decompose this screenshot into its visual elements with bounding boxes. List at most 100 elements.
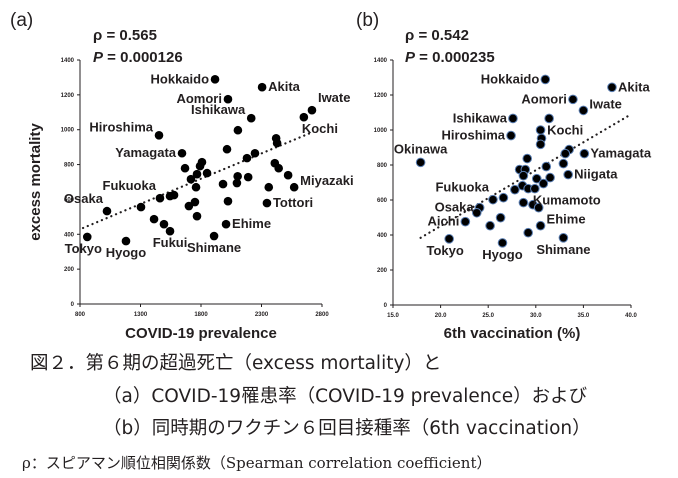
x-tick-label: 35.0 xyxy=(578,313,590,319)
data-point xyxy=(221,219,231,229)
data-point xyxy=(274,163,283,173)
data-label: Yamagata xyxy=(590,146,651,161)
panel-a-scatter: (a) ρ = 0.565 P = 0.000126 800 1300 1800 23… xyxy=(10,10,354,342)
data-point xyxy=(415,157,426,168)
panel-a-p-number: = 0.000126 xyxy=(103,49,183,66)
data-point xyxy=(568,94,578,105)
data-label: Ehime xyxy=(232,216,271,231)
y-tick-label: 1000 xyxy=(61,128,75,134)
y-tick-label: 1200 xyxy=(374,93,388,99)
data-point xyxy=(522,153,533,164)
data-point xyxy=(283,170,293,180)
y-tick-label: 1400 xyxy=(61,58,75,64)
data-point xyxy=(257,82,267,92)
data-point xyxy=(485,220,495,231)
x-tick-label: 15.0 xyxy=(387,313,399,319)
data-point xyxy=(250,148,260,158)
data-point xyxy=(578,105,589,116)
data-point xyxy=(159,219,169,229)
data-label: Fukuoka xyxy=(103,178,157,193)
data-label: Niigata xyxy=(574,167,618,182)
y-tick-label: 1400 xyxy=(374,58,388,64)
data-label: Miyazaki xyxy=(300,173,353,188)
figure-caption-title: 図２．第６期の超過死亡（excess mortality）と xyxy=(30,353,442,374)
data-point xyxy=(242,153,252,163)
data-label: Hiroshima xyxy=(89,119,153,134)
data-point xyxy=(82,232,92,242)
panel-b-scatter: (b) ρ = 0.542 P = 0.000235 15.0 20.0 25.0 3… xyxy=(356,10,652,342)
data-point xyxy=(233,171,242,181)
data-label: Tokyo xyxy=(427,243,464,258)
data-point xyxy=(223,196,233,206)
data-label: Yamagata xyxy=(115,145,176,160)
x-tick-label: 30.0 xyxy=(530,313,542,319)
data-label: Hyogo xyxy=(482,247,523,262)
data-label: Ehime xyxy=(547,212,586,227)
data-point xyxy=(558,158,569,169)
data-label: Iwate xyxy=(318,90,351,105)
panel-b-trendline xyxy=(419,114,631,239)
panel-a-point-labels: Tokyo Osaka Hyogo Fukuoka Fukui Shimane EhimeT… xyxy=(64,71,354,260)
data-label: Hiroshima xyxy=(441,128,505,143)
data-point xyxy=(223,94,233,104)
data-point xyxy=(544,113,554,124)
data-point xyxy=(545,172,555,183)
data-point xyxy=(192,211,202,221)
data-point xyxy=(558,233,569,243)
data-point xyxy=(218,179,228,189)
data-point xyxy=(530,183,540,194)
data-label: Hyogo xyxy=(106,245,147,260)
data-point xyxy=(184,201,194,211)
data-point xyxy=(209,231,219,241)
data-label: Shimane xyxy=(187,240,241,255)
x-tick-label: 1800 xyxy=(194,312,208,318)
panel-b-axes: 15.0 20.0 25.0 30.0 35.0 40.0 0 200 400 600 800 100… xyxy=(374,58,638,319)
data-point xyxy=(495,212,506,223)
y-tick-label: 600 xyxy=(64,197,75,203)
data-point xyxy=(154,130,164,140)
y-tick-label: 800 xyxy=(64,163,75,169)
data-point xyxy=(246,113,256,123)
data-point xyxy=(533,202,544,213)
x-tick-label: 800 xyxy=(75,312,86,318)
data-point xyxy=(155,193,165,203)
data-point xyxy=(471,207,482,218)
data-point xyxy=(307,105,317,115)
y-tick-label: 1000 xyxy=(374,128,388,134)
data-point xyxy=(498,192,509,203)
data-point xyxy=(102,206,112,216)
data-label: Iwate xyxy=(589,96,622,111)
x-tick-label: 2300 xyxy=(255,312,269,318)
x-tick-label: 25.0 xyxy=(482,313,494,319)
data-label: Tokyo xyxy=(65,241,102,256)
data-point xyxy=(232,178,242,188)
panel-b-p-symbol: P xyxy=(405,49,416,66)
data-point xyxy=(510,184,520,195)
data-point xyxy=(523,227,533,238)
panel-a-axes: 800 1300 1800 2300 2800 0 200 400 600 800 1000 1200… xyxy=(61,58,330,318)
panel-a-p-symbol: P xyxy=(93,49,104,66)
data-point xyxy=(488,194,498,205)
data-point xyxy=(222,144,232,154)
trendline xyxy=(81,132,311,230)
data-point xyxy=(531,173,542,184)
data-label: Ishikawa xyxy=(453,110,508,125)
y-tick-label: 0 xyxy=(384,303,388,309)
data-point xyxy=(210,75,220,84)
x-tick-label: 2800 xyxy=(315,312,329,318)
data-point xyxy=(190,197,200,207)
panel-a-points xyxy=(82,75,317,246)
data-point xyxy=(264,182,274,192)
data-point xyxy=(460,216,471,227)
data-label: Okinawa xyxy=(394,141,448,156)
data-point xyxy=(506,130,516,141)
panel-b-point-labels: Hokkaido Akita Aomori Iwate Ishikawa Kochi Hir… xyxy=(394,71,652,261)
y-tick-label: 200 xyxy=(377,268,388,274)
data-point xyxy=(607,82,617,93)
y-tick-label: 400 xyxy=(377,233,388,239)
data-label: Aomori xyxy=(521,91,567,106)
data-label: Fukuoka xyxy=(435,180,489,195)
data-label: Kumamoto xyxy=(533,193,601,208)
data-point xyxy=(233,125,243,135)
